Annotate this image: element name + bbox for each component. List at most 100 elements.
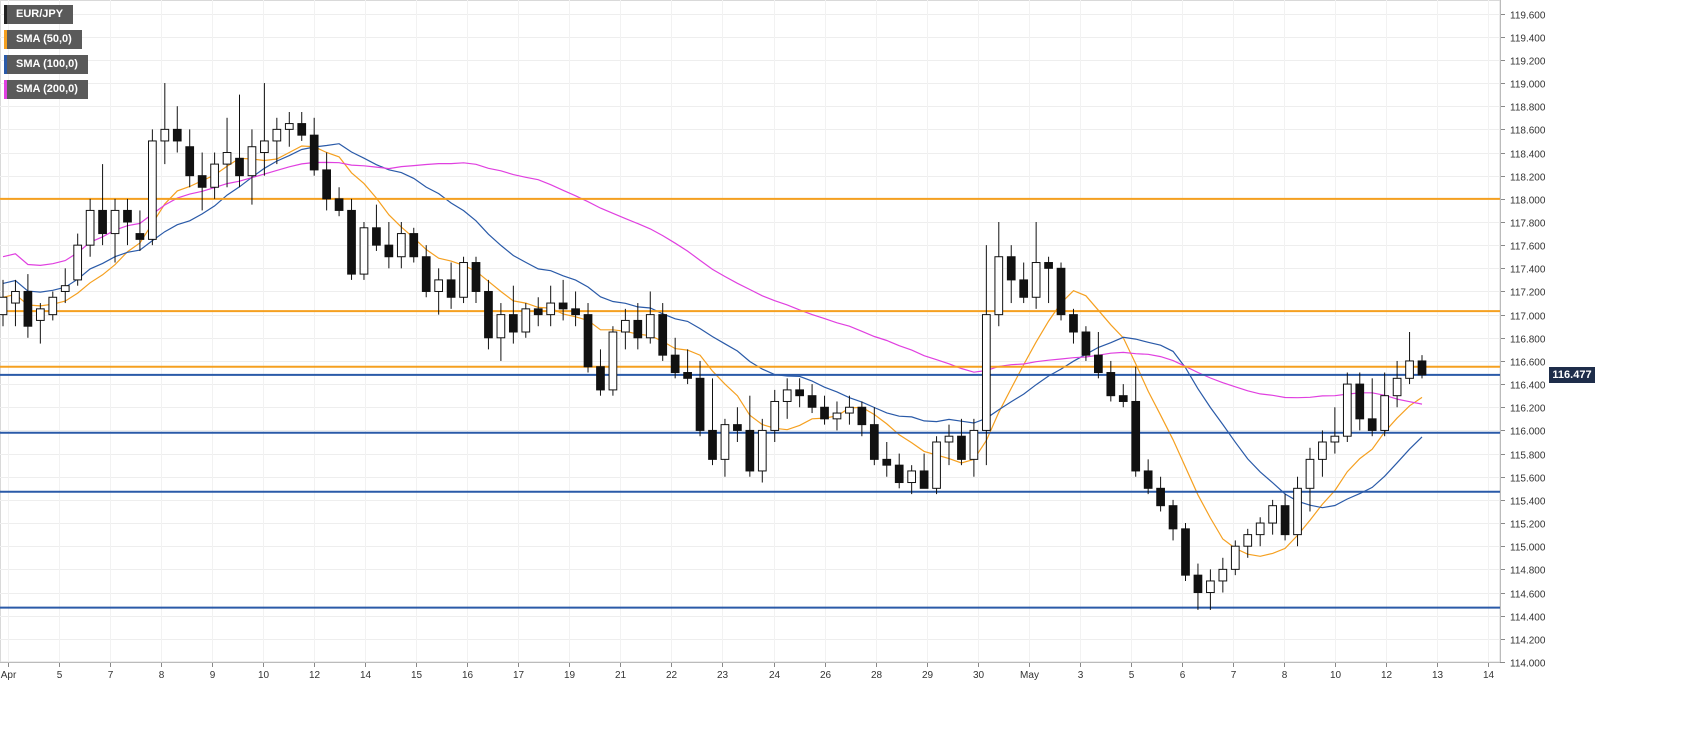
- last-price-badge: 116.477: [1549, 366, 1595, 383]
- legend-label-sma-200: SMA (200,0): [16, 83, 78, 95]
- candle: [1206, 569, 1215, 610]
- candle-body: [558, 302, 568, 310]
- x-tick-label: 28: [871, 670, 883, 681]
- y-tick-label: 114.400: [1510, 613, 1546, 624]
- candle-body: [1131, 400, 1141, 472]
- x-tick-label: 29: [922, 670, 934, 681]
- candle: [260, 83, 269, 176]
- candle-body: [1243, 534, 1253, 547]
- y-tick-label: 114.000: [1510, 659, 1546, 670]
- candle: [309, 117, 319, 176]
- x-tick-label: 9: [210, 670, 216, 681]
- y-tick-label: 115.400: [1510, 497, 1546, 508]
- candle-body: [1405, 360, 1414, 379]
- candle-body: [882, 458, 892, 466]
- candle: [110, 198, 120, 263]
- candle-body: [73, 244, 83, 281]
- candle-body: [782, 389, 792, 402]
- legend-sma-50[interactable]: SMA (50,0): [4, 30, 82, 49]
- y-tick-label: 118.400: [1510, 150, 1546, 161]
- candle-body: [347, 209, 356, 275]
- candle-body: [98, 209, 107, 235]
- candle: [869, 407, 879, 466]
- candle-body: [1342, 383, 1352, 437]
- candle-body: [969, 429, 979, 460]
- candle-body: [484, 290, 493, 339]
- candle-body: [1044, 262, 1053, 269]
- candle-body: [1218, 568, 1228, 582]
- x-tick-label: 13: [1432, 670, 1444, 681]
- candle: [932, 436, 941, 495]
- y-tick-label: 116.200: [1510, 404, 1546, 415]
- candle-body: [1056, 267, 1066, 316]
- candle-body: [608, 331, 618, 391]
- legend-sma-200[interactable]: SMA (200,0): [4, 80, 88, 99]
- candle-body: [894, 464, 904, 484]
- candle-body: [459, 262, 468, 298]
- candle: [571, 291, 580, 327]
- candle: [695, 360, 705, 437]
- candle: [1106, 360, 1116, 402]
- candle-body: [396, 233, 406, 258]
- y-tick-label: 117.000: [1510, 312, 1546, 323]
- candle: [247, 129, 257, 205]
- y-tick-label: 114.600: [1510, 590, 1546, 601]
- candle-body: [23, 290, 33, 327]
- candle: [1293, 476, 1302, 547]
- candle: [608, 326, 618, 396]
- candle: [1330, 407, 1340, 454]
- y-tick-label: 118.800: [1510, 103, 1546, 114]
- candle: [123, 198, 132, 246]
- candle: [845, 395, 854, 425]
- candle: [384, 222, 394, 269]
- candle-body: [359, 227, 369, 275]
- candle-body: [0, 296, 8, 316]
- legend-eurjpy[interactable]: EUR/JPY: [4, 5, 74, 24]
- candle: [957, 418, 966, 466]
- y-tick-label: 115.800: [1510, 451, 1546, 462]
- candle: [0, 279, 8, 327]
- candle: [1168, 499, 1178, 541]
- x-tick-label: 12: [1381, 670, 1393, 681]
- sma-50-line: [2, 145, 1423, 557]
- candle-body: [272, 128, 282, 142]
- candle: [1156, 476, 1165, 512]
- x-tick-label: 26: [820, 670, 832, 681]
- candle-body: [1305, 458, 1315, 489]
- y-tick-label: 119.600: [1510, 11, 1546, 22]
- candle-body: [1255, 522, 1265, 536]
- candle-body: [1380, 395, 1390, 431]
- candle-body: [1006, 256, 1016, 281]
- candle-body: [521, 308, 531, 333]
- candle: [197, 152, 207, 211]
- x-tick-label: 19: [564, 670, 576, 681]
- candle: [421, 245, 431, 298]
- candle: [60, 268, 70, 304]
- x-tick-label: 14: [360, 670, 372, 681]
- candle-body: [957, 435, 966, 460]
- candle-body: [1330, 435, 1340, 443]
- candle-body: [1230, 545, 1240, 570]
- candle-body: [11, 290, 20, 304]
- y-tick-label: 118.600: [1510, 126, 1546, 137]
- candle: [633, 303, 643, 350]
- candle: [969, 418, 979, 477]
- legend-sma-100[interactable]: SMA (100,0): [4, 55, 88, 74]
- x-tick-label: 5: [1129, 670, 1135, 681]
- candle: [334, 187, 344, 217]
- candle-body: [247, 146, 257, 177]
- candle: [521, 303, 531, 338]
- candle-body: [110, 209, 120, 235]
- candle-body: [807, 395, 817, 408]
- candle-body: [770, 400, 780, 431]
- candle: [1318, 430, 1327, 477]
- y-tick-label: 117.400: [1510, 265, 1546, 276]
- candle: [733, 407, 742, 442]
- x-tick-label: 23: [717, 670, 729, 681]
- candle: [795, 378, 804, 408]
- x-tick-label: May: [1020, 670, 1039, 681]
- candle-body: [596, 366, 605, 391]
- candle: [1280, 494, 1290, 541]
- candle: [160, 83, 170, 165]
